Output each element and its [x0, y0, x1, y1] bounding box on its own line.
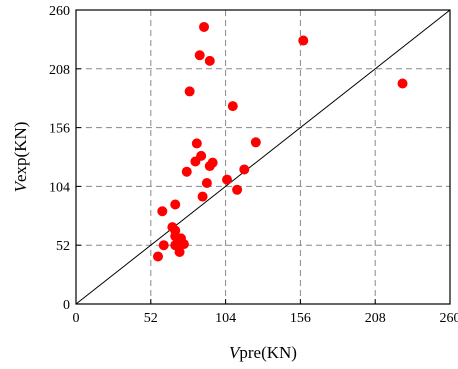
y-axis-title: Vexp(KN) — [11, 122, 30, 193]
data-point — [398, 79, 408, 89]
data-point — [228, 101, 238, 111]
y-tick-label: 104 — [49, 180, 70, 195]
x-tick-label: 260 — [440, 311, 458, 326]
data-point — [222, 175, 232, 185]
y-tick-label: 156 — [49, 122, 70, 137]
data-point — [192, 138, 202, 148]
x-tick-label: 208 — [365, 311, 386, 326]
x-tick-label: 0 — [73, 311, 80, 326]
data-point — [195, 50, 205, 60]
identity-reference-line — [76, 10, 450, 304]
x-tick-label: 156 — [290, 311, 311, 326]
data-point — [170, 199, 180, 209]
data-point — [208, 158, 218, 168]
x-tick-label: 52 — [144, 311, 158, 326]
data-point — [157, 206, 167, 216]
data-point — [159, 240, 169, 250]
data-point — [239, 164, 249, 174]
data-point — [198, 192, 208, 202]
y-tick-label: 52 — [56, 239, 70, 254]
data-points — [153, 22, 408, 262]
data-point — [179, 239, 189, 249]
data-point — [205, 56, 215, 66]
x-tick-label: 104 — [215, 311, 236, 326]
data-point — [199, 22, 209, 32]
data-point — [202, 178, 212, 188]
data-point — [185, 86, 195, 96]
data-point — [298, 36, 308, 46]
data-point — [251, 137, 261, 147]
y-tick-label: 208 — [49, 63, 70, 78]
x-axis-title: Vpre(KN) — [229, 343, 297, 362]
y-tick-label: 0 — [63, 298, 70, 313]
data-point — [153, 252, 163, 262]
data-point — [196, 151, 206, 161]
data-point — [232, 185, 242, 195]
y-tick-label: 260 — [49, 4, 70, 19]
data-point — [182, 167, 192, 177]
